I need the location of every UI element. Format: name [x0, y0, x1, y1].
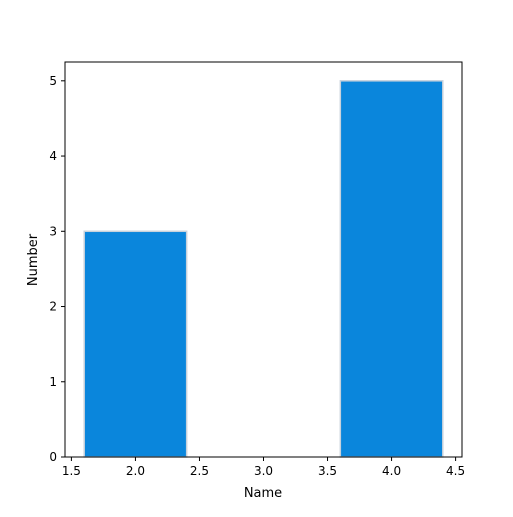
- y-tick-label: 4: [49, 149, 57, 163]
- x-tick-label: 2.0: [126, 464, 145, 478]
- x-tick-label: 3.0: [254, 464, 273, 478]
- x-tick-label: 1.5: [62, 464, 81, 478]
- bar-1: [83, 230, 188, 458]
- y-tick-label: 1: [49, 375, 57, 389]
- x-axis-ticks: 1.5 2.0 2.5 3.0 3.5 4.0 4.5: [62, 457, 465, 478]
- x-tick-label: 3.5: [318, 464, 337, 478]
- x-tick-label: 4.5: [446, 464, 465, 478]
- x-tick-label: 2.5: [190, 464, 209, 478]
- y-axis-label: Number: [26, 233, 41, 286]
- y-tick-label: 3: [49, 224, 57, 238]
- bars-layer: [83, 80, 444, 458]
- y-tick-label: 0: [49, 450, 57, 464]
- y-axis-ticks: 0 1 2 3 4 5: [49, 74, 65, 464]
- bar-2: [339, 80, 444, 458]
- y-tick-label: 5: [49, 74, 57, 88]
- x-tick-label: 4.0: [382, 464, 401, 478]
- x-axis-label: Name: [244, 486, 282, 501]
- y-tick-label: 2: [49, 300, 57, 314]
